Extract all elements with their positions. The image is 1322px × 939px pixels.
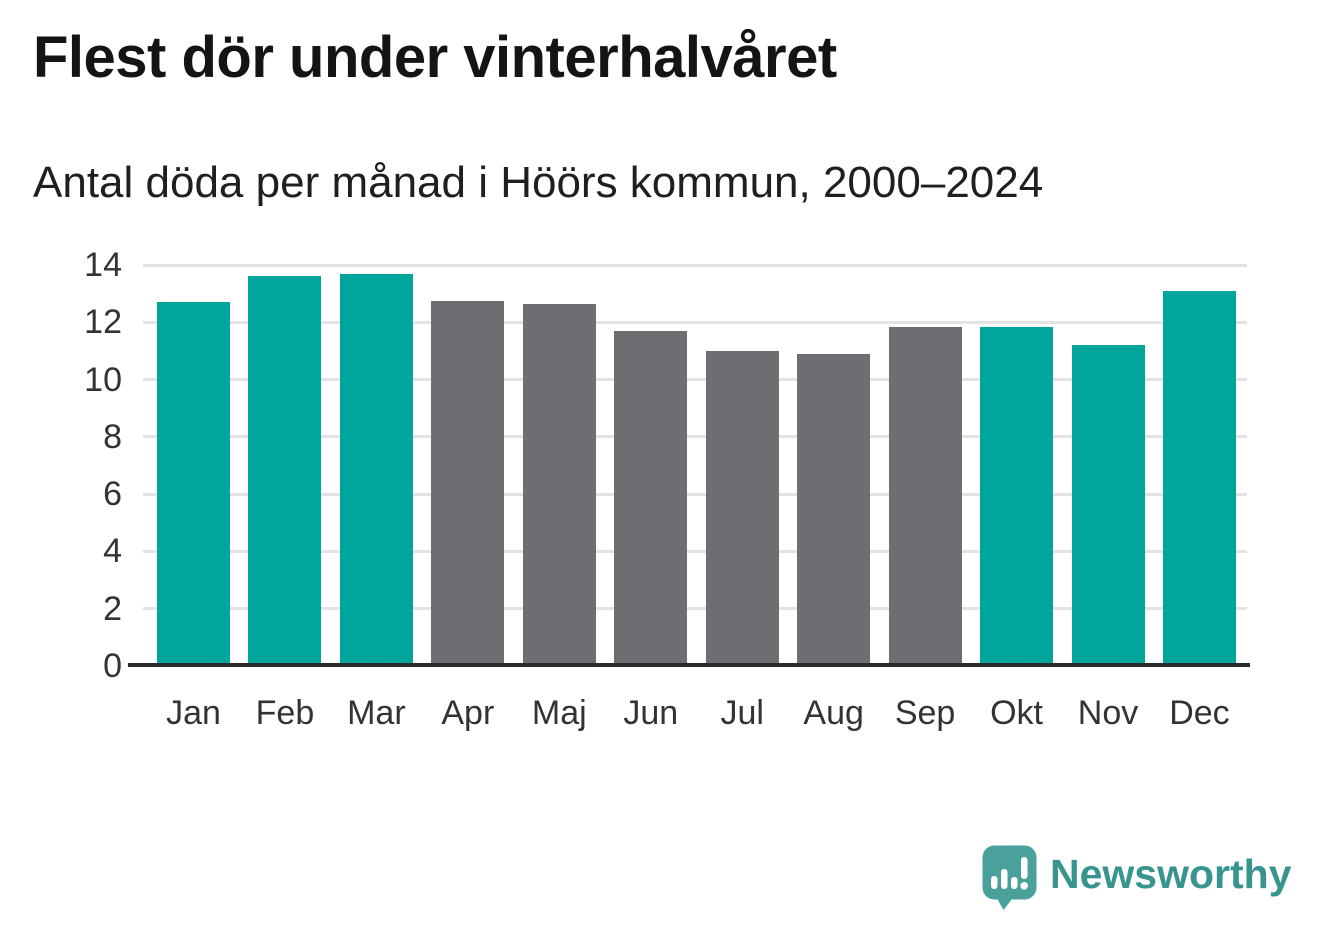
brand-name: Newsworthy: [1050, 851, 1292, 897]
x-tick-label-okt: Okt: [990, 694, 1043, 732]
x-tick-label-nov: Nov: [1077, 694, 1139, 732]
bar-jan: [157, 302, 230, 666]
bar-apr: [431, 300, 505, 666]
x-tick-label-jul: Jul: [720, 694, 764, 732]
brand-footer: Newsworthy: [982, 845, 1292, 911]
x-tick-label-dec: Dec: [1169, 694, 1230, 732]
newsworthy-logo-icon: [982, 845, 1037, 910]
y-tick-label-4: 4: [103, 532, 122, 571]
y-tick-label-8: 8: [103, 417, 122, 456]
x-tick-label-jan: Jan: [166, 694, 221, 732]
bar-okt: [980, 326, 1054, 666]
bar-maj: [522, 303, 596, 666]
gridline-10: [143, 378, 1247, 382]
y-tick-label-12: 12: [84, 303, 122, 342]
y-tick-label-14: 14: [84, 246, 122, 284]
gridline-6: [143, 492, 1247, 496]
chart-title: Flest dör under vinterhalvåret: [33, 25, 837, 90]
gridline-12: [143, 320, 1247, 324]
y-tick-label-0: 0: [103, 647, 122, 685]
bar-jun: [614, 330, 688, 666]
x-axis-line: [128, 663, 1250, 667]
x-tick-label-jun: Jun: [623, 694, 679, 732]
chart-subtitle: Antal döda per månad i Höörs kommun, 200…: [33, 158, 1044, 207]
x-tick-label-aug: Aug: [803, 694, 864, 732]
x-tick-label-maj: Maj: [531, 694, 587, 732]
gridline-4: [143, 549, 1247, 553]
bar-sep: [888, 326, 962, 666]
x-tick-label-apr: Apr: [441, 694, 495, 732]
bar-mar: [339, 273, 413, 666]
bar-dec: [1162, 290, 1236, 666]
x-tick-label-mar: Mar: [347, 694, 406, 732]
x-tick-label-feb: Feb: [255, 694, 315, 732]
bar-jul: [705, 350, 779, 666]
gridline-14: [143, 263, 1247, 267]
y-tick-label-2: 2: [103, 589, 122, 628]
gridline-8: [143, 435, 1247, 439]
bar-aug: [797, 353, 871, 666]
bar-nov: [1071, 345, 1145, 666]
y-tick-label-6: 6: [103, 475, 122, 514]
x-tick-label-sep: Sep: [894, 694, 956, 732]
bar-feb: [248, 276, 322, 666]
gridline-2: [143, 607, 1247, 611]
y-tick-label-10: 10: [84, 360, 122, 399]
